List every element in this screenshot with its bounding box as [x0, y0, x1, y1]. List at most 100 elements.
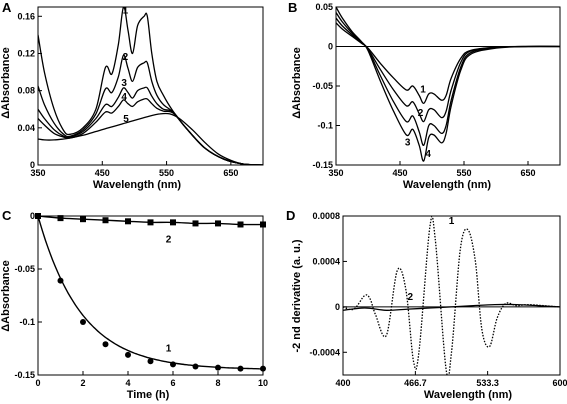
panel-c: C Time (h) ΔAbsorbance 0 2 4 6 8 10-0.15-0.1-… [0, 208, 268, 401]
panel-c-xtick-label: 4 [125, 378, 130, 388]
panel-b-xtick-label: 550 [456, 168, 471, 178]
panel-c-plot: 0 2 4 6 8 10 -0.15 -0.1 -0.05 0 1 2 [14, 211, 268, 388]
panel-b-ytick-label: -0.05 [312, 81, 333, 91]
panel-c-series-1-point [237, 365, 244, 372]
panel-b-ytick-label: -0.15 [312, 160, 333, 170]
panel-a-series-2-line [38, 54, 263, 165]
panel-c-series-1-point [170, 361, 176, 368]
panel-c-series-2-point [237, 221, 244, 228]
panel-c-series-1-point [147, 358, 154, 365]
panel-b-ytick-label: -0.1 [317, 121, 333, 131]
panel-d-plot: 400 466.7 533.3 600 -0.0004 0 0.0004 0.0008 1 2 [309, 211, 567, 388]
panel-c-letter: C [2, 208, 12, 223]
panel-b-series-2-label: 2 [418, 108, 424, 119]
panel-a-ytick-label: 0.08 [17, 86, 35, 96]
panel-c-series-2-point [57, 215, 64, 222]
panel-c-series-2-point [80, 216, 86, 223]
panel-c-series-1-point [80, 319, 86, 325]
panel-b-series-2-line [336, 17, 560, 123]
panel-c-series-2-point [35, 213, 41, 219]
panel-d-ytick-label: -0.0004 [309, 347, 340, 357]
panel-b: B Wavelength (nm) ΔAbsorbance 350 450 550 6… [288, 0, 561, 191]
panel-b-series-3-label: 3 [405, 137, 411, 148]
panel-c-series-2-label: 2 [166, 235, 172, 246]
panel-a-series-5-line [38, 112, 263, 165]
panel-a-ytick-label: 0.04 [17, 123, 35, 133]
panel-d-ytick-label: 0 [335, 302, 340, 312]
panel-b-letter: B [288, 0, 297, 15]
panel-c-ylabel: ΔAbsorbance [0, 260, 12, 331]
panel-a-ytick-label: 0.16 [17, 11, 35, 21]
panel-c-series-1-point [192, 363, 199, 370]
panel-a-series-4-label: 4 [121, 92, 127, 103]
panel-a-xtick-label: 350 [30, 168, 45, 178]
panel-c-xtick-label: 2 [80, 378, 85, 388]
panel-a-series-1-label: 1 [123, 6, 129, 17]
panel-c-series-1-line [38, 216, 263, 370]
panel-a-xlabel: Wavelength (nm) [93, 179, 182, 191]
panel-d-series-1-line [343, 216, 560, 375]
panel-c-xlabel: Time (h) [127, 389, 170, 401]
panel-b-xlabel: Wavelength (nm) [403, 179, 492, 191]
panel-c-series-2-point [125, 218, 131, 225]
panel-c-series-1-point [215, 364, 221, 371]
panel-c-series-2-point [260, 221, 266, 228]
panel-c-frame [37, 215, 264, 376]
panel-b-series-4-line [336, 7, 560, 162]
panel-a-series-4-line [38, 97, 263, 165]
panel-b-series-1-line [336, 22, 560, 105]
panel-b-frame [335, 6, 561, 166]
panel-a-xtick-label: 650 [223, 168, 238, 178]
panel-c-series-2-point [170, 219, 176, 226]
panel-d-letter: D [286, 208, 295, 223]
panel-b-xtick-label: 350 [328, 168, 343, 178]
panel-c-xtick-label: 6 [170, 378, 175, 388]
panel-d-ytick-label: 0.0008 [312, 211, 340, 221]
panel-d-series-2-line [343, 303, 560, 311]
panel-b-ytick-label: 0 [328, 42, 333, 52]
panel-c-ytick-label: -0.15 [14, 370, 35, 380]
panel-c-series-2-point [192, 220, 199, 227]
panel-d-xtick-label: 600 [552, 378, 567, 388]
panel-a-letter: A [2, 0, 12, 15]
panel-b-xtick-label: 650 [520, 168, 535, 178]
panel-d-series-1-label: 1 [449, 216, 455, 227]
panel-a-ytick-label: 0 [30, 160, 35, 170]
panel-a-frame [37, 6, 264, 166]
panel-d-ytick-label: 0.0004 [312, 256, 340, 266]
panel-c-series-2-point [102, 217, 109, 224]
panel-d-xlabel: Wavelength (nm) [424, 389, 513, 401]
panel-d-frame [342, 215, 561, 376]
panel-a-series-5-label: 5 [123, 114, 129, 125]
panel-a-plot: 350 450 550 650 0 0.04 0.08 0.12 0.16 1 2 3 4 5 [17, 6, 264, 178]
panel-c-xtick-label: 8 [215, 378, 220, 388]
panel-c-xtick-label: 0 [35, 378, 40, 388]
panel-a: A Wavelength (nm) ΔAbsorbance 350 450 550 6… [0, 0, 264, 191]
panel-c-ytick-label: -0.1 [19, 317, 35, 327]
panel-c-series-2-point [147, 219, 154, 226]
panel-d-xtick-label: 533.3 [476, 378, 499, 388]
panel-c-series-1-point [102, 341, 109, 348]
panel-d-xtick-label: 400 [335, 378, 350, 388]
panel-a-series-1-line [38, 7, 263, 165]
panel-a-series-2-label: 2 [123, 52, 129, 63]
panel-c-xtick-label: 10 [258, 378, 268, 388]
panel-d-ylabel: -2 nd derivative (a. u.) [291, 239, 303, 352]
panel-b-xtick-label: 450 [392, 168, 407, 178]
panel-c-series-1-point [260, 365, 266, 372]
panel-c-series-1-point [125, 351, 131, 358]
panel-d-xtick-label: 466.7 [404, 378, 427, 388]
panel-a-xtick-label: 550 [159, 168, 174, 178]
panel-b-ylabel: ΔAbsorbance [291, 47, 303, 118]
panel-c-series-1-label: 1 [166, 344, 172, 355]
panel-a-series-3-line [38, 86, 263, 165]
panel-b-plot: 350 450 550 650 -0.15 -0.1 -0.05 0 0.05 1 2 3 4 [312, 2, 561, 178]
panel-b-series-4-label: 4 [425, 149, 431, 160]
panel-d: D Wavelength (nm) -2 nd derivative (a. u… [286, 208, 567, 401]
panel-b-ytick-label: 0.05 [315, 2, 333, 12]
panel-d-series-2-label: 2 [407, 292, 413, 303]
panel-c-series-2-point [215, 220, 221, 227]
panel-c-ytick-label: 0 [30, 211, 35, 221]
panel-a-xtick-label: 450 [95, 168, 110, 178]
